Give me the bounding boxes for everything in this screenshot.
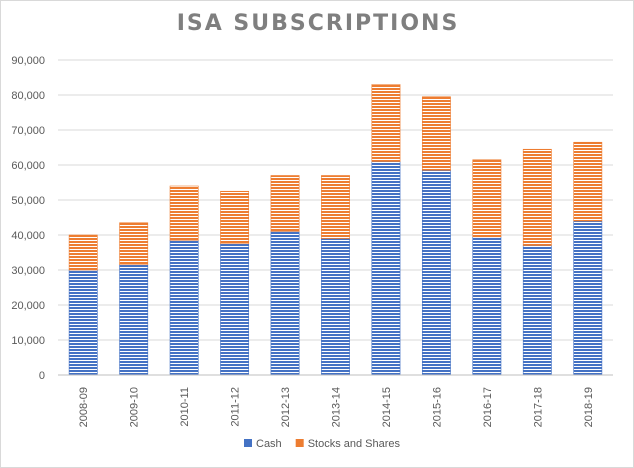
bar-stocks-and-shares [270, 175, 300, 232]
bar-stocks-and-shares [220, 190, 250, 245]
x-tick-label: 2010-11 [179, 387, 191, 427]
bars [68, 84, 603, 376]
x-axis: 2008-09 2009-10 2010-11 2011-12 2012-13 2013-… [58, 374, 613, 427]
bar-cash [573, 220, 603, 376]
bar-cash [119, 264, 149, 376]
y-axis: 0 10,000 20,000 30,000 40,000 50,000 60,000 70,… [11, 55, 45, 382]
x-tick-label: 2018-19 [583, 387, 595, 427]
bar-stocks-and-shares [371, 84, 401, 162]
x-tick-label: 2014-15 [381, 387, 393, 427]
x-tick-label: 2011-12 [230, 387, 242, 427]
y-tick-label: 0 [39, 370, 45, 382]
y-tick-label: 30,000 [11, 265, 45, 277]
bar-cash [321, 238, 350, 376]
y-tick-label: 80,000 [11, 90, 45, 102]
bar-stocks-and-shares [321, 175, 350, 239]
bar-cash [169, 239, 199, 376]
bar-cash [270, 231, 300, 376]
x-tick-label: 2009-10 [129, 387, 141, 427]
bar-stocks-and-shares [472, 159, 502, 238]
bar-cash [472, 236, 502, 376]
bar-stocks-and-shares [522, 148, 552, 246]
x-tick-label: 2015-16 [431, 387, 443, 427]
chart-title: ISA SUBSCRIPTIONS [176, 11, 460, 36]
legend-label: Stocks and Shares [308, 438, 401, 450]
y-tick-label: 10,000 [11, 335, 45, 347]
legend: Cash Stocks and Shares [244, 438, 401, 450]
bar-cash [421, 169, 451, 376]
bar-cash [371, 161, 401, 376]
x-tick-label: 2016-17 [482, 387, 494, 427]
bar-stocks-and-shares [573, 141, 603, 222]
legend-label: Cash [256, 438, 282, 450]
bar-stocks-and-shares [119, 222, 149, 266]
bar-cash [522, 245, 552, 376]
y-tick-label: 20,000 [11, 300, 45, 312]
x-tick-label: 2017-18 [532, 387, 544, 427]
bar-cash [68, 269, 98, 376]
y-tick-label: 50,000 [11, 195, 45, 207]
y-tick-label: 70,000 [11, 125, 45, 137]
bar-stocks-and-shares [169, 185, 199, 241]
bar-stocks-and-shares [68, 234, 98, 271]
bar-cash [220, 243, 250, 376]
x-tick-label: 2013-14 [331, 387, 343, 427]
legend-swatch [295, 439, 304, 447]
y-tick-label: 90,000 [11, 55, 45, 67]
x-tick-label: 2012-13 [280, 387, 292, 427]
bar-stocks-and-shares [421, 96, 451, 171]
y-tick-label: 40,000 [11, 230, 45, 242]
legend-swatch [244, 439, 252, 447]
y-tick-label: 60,000 [11, 160, 45, 172]
x-tick-label: 2008-09 [78, 387, 90, 427]
